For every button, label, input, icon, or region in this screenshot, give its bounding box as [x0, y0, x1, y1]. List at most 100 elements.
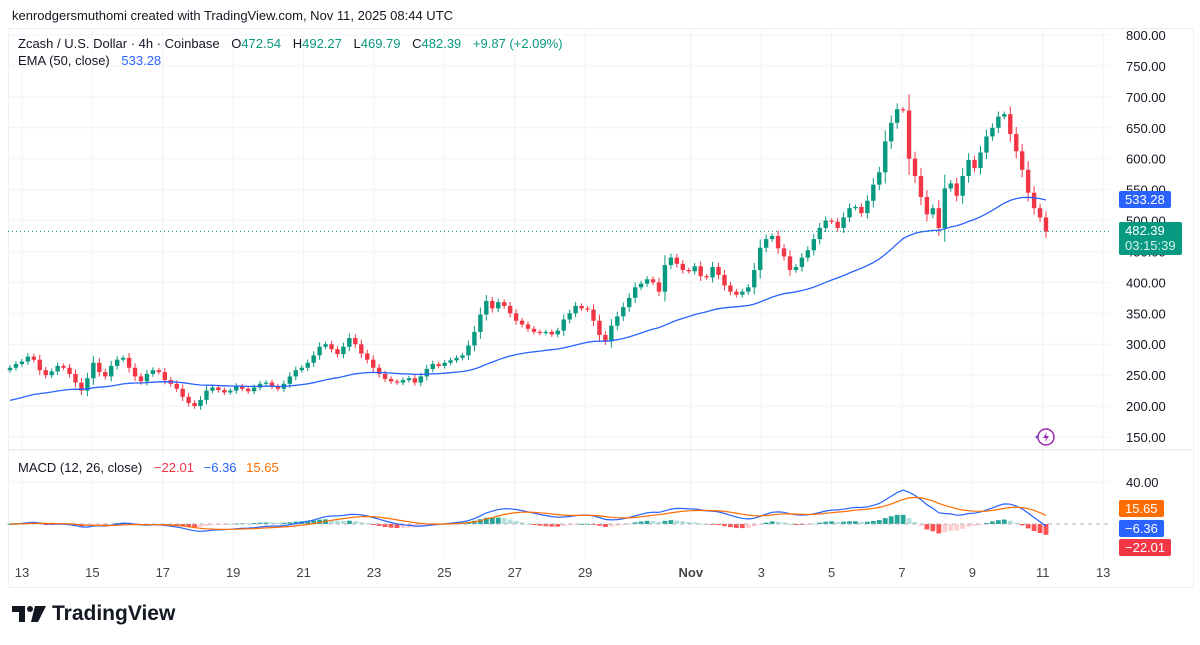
- candle: [103, 368, 108, 380]
- macd-histogram-bar: [888, 516, 894, 524]
- macd-histogram-bar: [1043, 524, 1049, 535]
- macd-histogram-bar: [489, 517, 495, 524]
- candle: [7, 365, 13, 373]
- candle: [430, 360, 435, 373]
- candle: [543, 329, 549, 336]
- candle: [775, 230, 781, 254]
- macd-histogram-bar: [936, 524, 942, 534]
- candle-body: [472, 331, 477, 346]
- candle: [918, 167, 924, 206]
- macd-histogram-bar: [811, 523, 817, 525]
- candle: [1025, 161, 1031, 202]
- candle: [394, 379, 400, 385]
- candle: [555, 327, 560, 338]
- macd-histogram-bar: [358, 522, 364, 524]
- candle-body: [460, 355, 465, 358]
- candle-body: [186, 396, 191, 403]
- candle-body: [954, 183, 959, 196]
- macd-histogram-bar: [733, 524, 739, 528]
- candle: [763, 234, 769, 253]
- price-tick-label: 300.00: [1126, 337, 1166, 352]
- symbol-title: Zcash / U.S. Dollar · 4h · Coinbase: [18, 36, 220, 51]
- macd-histogram-bar: [912, 521, 918, 524]
- candle: [853, 204, 858, 211]
- macd-histogram-bar: [882, 518, 888, 524]
- candle-body: [567, 313, 572, 320]
- candle-body: [299, 367, 304, 371]
- candle: [370, 355, 376, 372]
- candle-body: [216, 387, 221, 390]
- candle-body: [61, 365, 66, 368]
- candle: [722, 269, 727, 291]
- candle-body: [585, 308, 590, 310]
- candle-body: [287, 376, 293, 384]
- macd-histogram-bar: [501, 518, 507, 524]
- macd-histogram-bar: [370, 524, 376, 525]
- candle-body: [388, 378, 394, 382]
- candle-body: [1025, 169, 1031, 193]
- candle-body: [799, 257, 805, 267]
- time-tick-label: 23: [367, 565, 381, 580]
- candle-body: [150, 370, 156, 374]
- macd-histogram-bar: [37, 523, 43, 525]
- candle-body: [930, 208, 936, 215]
- candle: [698, 261, 703, 282]
- candle: [305, 359, 310, 372]
- candle: [888, 115, 894, 149]
- candle-body: [859, 206, 864, 214]
- price-tick-label: 350.00: [1126, 306, 1166, 321]
- candle: [293, 366, 298, 381]
- candle-body: [1043, 217, 1049, 232]
- candle-body: [55, 365, 60, 372]
- macd-histogram-bar: [281, 522, 287, 524]
- macd-histogram-bar: [966, 524, 971, 527]
- symbol-legend[interactable]: Zcash / U.S. Dollar · 4h · Coinbase O472…: [18, 36, 565, 51]
- candle-body: [79, 382, 84, 391]
- macd-histogram-bar: [597, 524, 602, 526]
- candle-body: [525, 324, 531, 329]
- candle-body: [811, 239, 816, 251]
- macd-histogram-bar: [817, 522, 823, 524]
- candle-body: [424, 368, 429, 377]
- time-tick-label: 5: [828, 565, 835, 580]
- candle-body: [758, 247, 763, 271]
- candle-body: [37, 359, 42, 371]
- macd-legend[interactable]: MACD (12, 26, close) −22.01 −6.36 15.65: [18, 460, 281, 475]
- candle-body: [627, 297, 632, 308]
- candle-body: [978, 152, 983, 168]
- macd-histogram-bar: [186, 524, 192, 527]
- candle-body: [579, 305, 584, 309]
- candle: [787, 250, 793, 276]
- candle-body: [900, 109, 906, 111]
- price-tick-label: 250.00: [1126, 368, 1166, 383]
- tradingview-logo[interactable]: TradingView: [12, 602, 175, 626]
- candle-body: [644, 279, 650, 284]
- macd-value: −6.36: [203, 460, 237, 475]
- macd-histogram-bar: [311, 520, 317, 524]
- open-label: O: [231, 36, 242, 51]
- candle-body: [996, 116, 1001, 128]
- candle-body: [948, 183, 953, 189]
- candle: [412, 375, 418, 386]
- macd-histogram-bar: [644, 520, 650, 524]
- candle: [579, 303, 584, 311]
- candle-body: [734, 291, 739, 295]
- candle: [769, 233, 775, 242]
- candle-body: [781, 248, 787, 257]
- candle: [924, 189, 930, 222]
- candle-body: [132, 367, 138, 377]
- macd-histogram-bar: [829, 521, 835, 524]
- macd-histogram-bar: [864, 521, 870, 524]
- macd-histogram-bar: [376, 524, 382, 526]
- ema-legend[interactable]: EMA (50, close) 533.28: [18, 53, 163, 68]
- candle-body: [740, 291, 745, 295]
- candle-body: [609, 325, 614, 342]
- macd-histogram-bar: [918, 524, 924, 526]
- candle-body: [894, 109, 900, 123]
- candle-body: [19, 361, 25, 365]
- candle: [591, 304, 596, 326]
- candle-body: [329, 344, 334, 350]
- candle: [662, 255, 668, 302]
- macd-histogram-bar: [841, 521, 846, 524]
